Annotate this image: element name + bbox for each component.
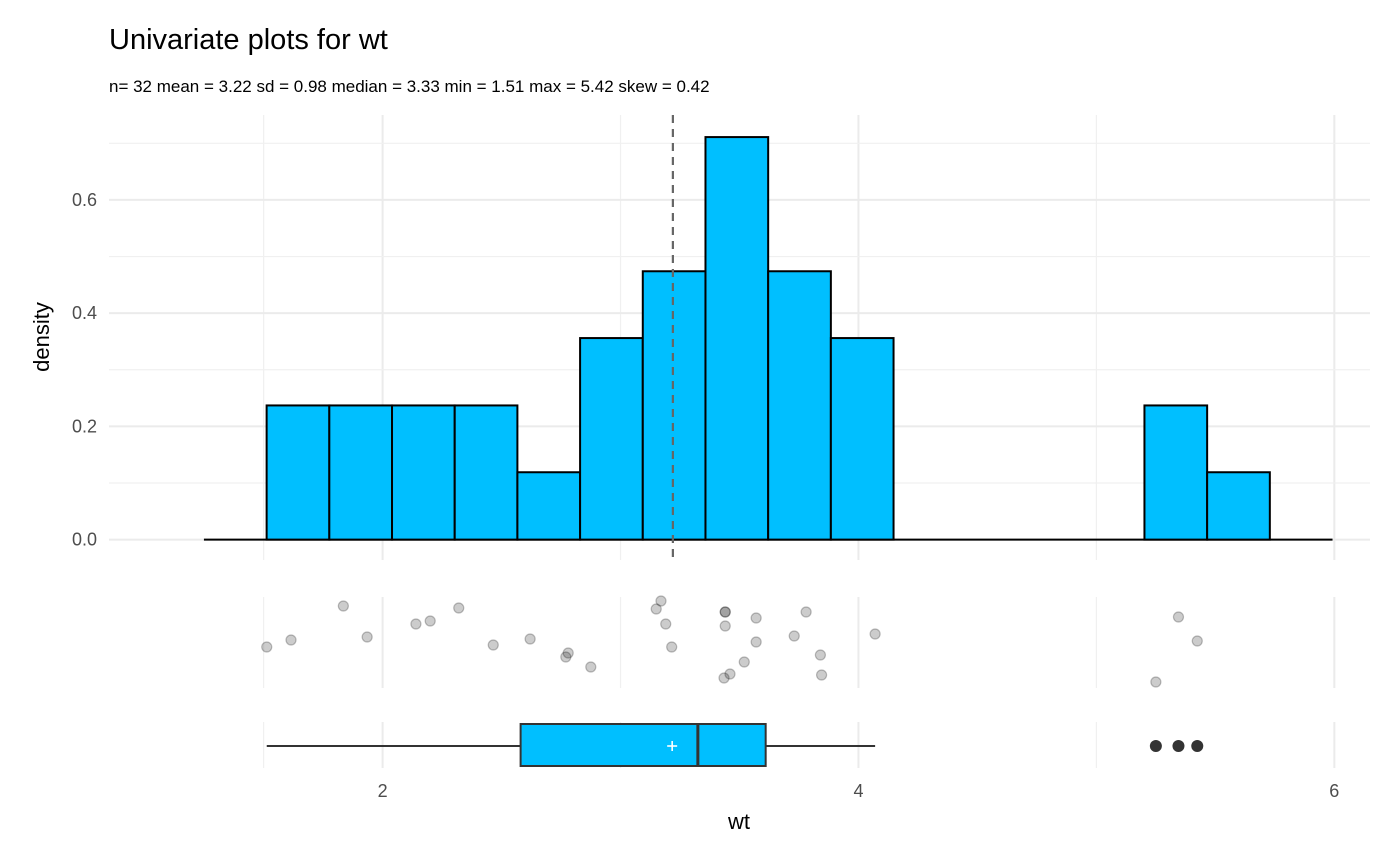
histogram-bar	[1206, 471, 1271, 541]
jitter-point	[361, 631, 373, 643]
jitter-point	[800, 606, 812, 618]
jitter-point	[650, 603, 662, 615]
y-tick-label: 0.2	[72, 416, 97, 436]
jitter-point	[738, 656, 750, 668]
histogram-bar	[829, 337, 895, 541]
histogram-bar	[767, 270, 832, 541]
boxplot	[266, 723, 1204, 767]
x-tick-label: 2	[378, 781, 388, 801]
jitter-point	[666, 641, 678, 653]
boxplot-outlier	[1191, 740, 1204, 752]
jitter-point	[869, 628, 881, 640]
jitter-point	[814, 649, 826, 661]
histogram-bar	[265, 404, 331, 541]
histogram-bar	[704, 136, 770, 541]
jitter-point	[719, 606, 731, 618]
histogram-bar	[579, 337, 644, 541]
jitter-point	[655, 595, 667, 607]
jitter-point	[815, 669, 828, 681]
jitter-point	[724, 668, 736, 680]
jitter-point	[1191, 635, 1203, 647]
jitter-point	[1172, 611, 1185, 623]
jitter-strip	[261, 595, 1203, 688]
histogram-bar	[641, 270, 707, 541]
y-tick-label: 0.0	[72, 530, 97, 550]
boxplot-outlier	[1149, 740, 1162, 752]
jitter-point	[424, 615, 436, 627]
jitter-point	[719, 606, 731, 618]
chart-title: Univariate plots for wt	[109, 24, 388, 56]
axis-ticks: 0.0 0.2 0.4 0.6 2 4 6	[72, 190, 1339, 801]
jitter-point	[524, 633, 536, 645]
boxplot-box	[519, 723, 767, 767]
x-axis-label: wt	[728, 809, 750, 834]
jitter-point	[585, 661, 597, 673]
jitter-point	[718, 672, 730, 684]
jitter-point	[560, 651, 572, 663]
jitter-point	[487, 639, 499, 651]
histogram-bar	[328, 404, 394, 541]
jitter-point	[750, 636, 762, 648]
jitter-point	[660, 618, 672, 630]
histogram-bar	[453, 404, 519, 541]
histogram-bar	[516, 471, 582, 541]
y-tick-label: 0.6	[72, 190, 97, 210]
jitter-point	[410, 618, 422, 630]
jitter-point	[261, 641, 273, 653]
boxplot-outlier	[1172, 740, 1185, 752]
jitter-point	[285, 634, 297, 646]
x-tick-label: 6	[1329, 781, 1339, 801]
jitter-point	[1150, 676, 1162, 688]
jitter-point	[719, 620, 731, 632]
jitter-point	[750, 612, 762, 624]
histogram-bar	[391, 404, 456, 541]
histogram	[203, 115, 1333, 560]
jitter-point	[453, 602, 465, 614]
jitter-point	[337, 600, 349, 612]
jitter-point	[562, 647, 574, 659]
chart-subtitle: n= 32 mean = 3.22 sd = 0.98 median = 3.3…	[109, 77, 710, 96]
histogram-bar	[1143, 404, 1209, 541]
y-tick-label: 0.4	[72, 303, 97, 323]
jitter-point	[788, 630, 800, 642]
x-tick-label: 4	[853, 781, 863, 801]
